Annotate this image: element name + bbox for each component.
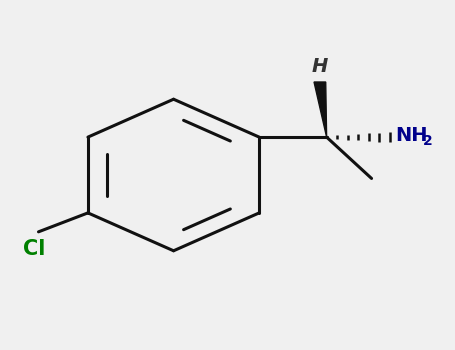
Polygon shape — [314, 82, 327, 137]
Text: NH: NH — [395, 126, 427, 145]
Text: H: H — [312, 57, 328, 76]
Text: Cl: Cl — [23, 239, 45, 259]
Text: 2: 2 — [423, 134, 433, 148]
